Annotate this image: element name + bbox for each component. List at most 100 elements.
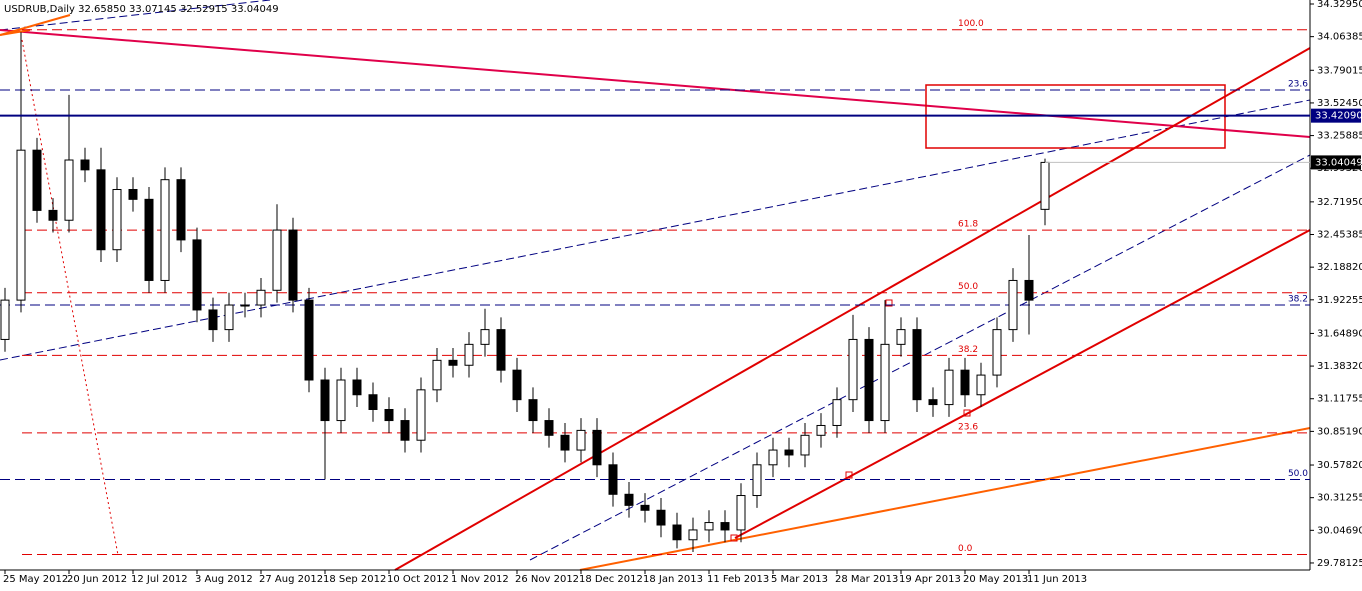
candle-body — [704, 522, 714, 531]
candle-body — [896, 329, 906, 345]
x-tick-label: 10 Oct 2012 — [387, 574, 449, 585]
candle-body — [1024, 279, 1034, 301]
point — [730, 534, 738, 542]
x-tick-label: 18 Jan 2013 — [643, 574, 703, 585]
point — [963, 409, 971, 417]
x-tick-label: 26 Nov 2012 — [515, 574, 579, 585]
fib-label: 23.6 — [958, 422, 978, 432]
candle-body — [0, 299, 10, 340]
x-tick-label: 11 Feb 2013 — [707, 574, 769, 585]
x-tick-label: 25 May 2012 — [3, 574, 68, 585]
x-tick-label: 19 Apr 2013 — [899, 574, 961, 585]
candle-body — [864, 338, 874, 422]
candle-body — [736, 495, 746, 531]
candle-body — [944, 369, 954, 406]
y-tick-label: 32.18820 — [1317, 262, 1362, 273]
candle-body — [720, 522, 730, 531]
candle-body — [880, 343, 890, 422]
price-marker — [1311, 108, 1361, 123]
candle-body — [144, 198, 154, 281]
candle-body — [400, 420, 410, 441]
candle-body — [32, 149, 42, 211]
candle-body — [64, 159, 74, 221]
fib-base-line — [21, 39, 119, 556]
fib-label: 38.2 — [958, 345, 978, 355]
candle-body — [1040, 161, 1050, 210]
candle-body — [272, 229, 282, 291]
y-tick-label: 30.57820 — [1317, 460, 1362, 471]
x-tick-label: 18 Dec 2012 — [579, 574, 643, 585]
candle-body — [16, 149, 26, 301]
candle-body — [192, 239, 202, 311]
candle-body — [528, 399, 538, 422]
point — [885, 299, 893, 307]
candle-body — [480, 329, 490, 345]
y-tick-label: 30.04690 — [1317, 525, 1362, 536]
x-tick-label: 12 Jul 2012 — [131, 574, 188, 585]
x-tick-label: 28 Mar 2013 — [835, 574, 898, 585]
candle-body — [208, 309, 218, 331]
candle-body — [848, 338, 858, 401]
candle-body — [352, 379, 362, 396]
candle-body — [752, 464, 762, 497]
candle-body — [912, 329, 922, 401]
x-tick-label: 5 Mar 2013 — [771, 574, 828, 585]
candle-body — [608, 464, 618, 495]
candle-body — [512, 369, 522, 401]
candle-body — [112, 189, 122, 251]
candle-body — [688, 529, 698, 541]
candle-body — [368, 394, 378, 410]
level-label: 50.0 — [1288, 469, 1308, 479]
candle-body — [464, 343, 474, 366]
candle-body — [768, 449, 778, 466]
y-tick-label: 29.78125 — [1317, 558, 1362, 569]
price-marker-label: 33.42090 — [1315, 111, 1362, 122]
x-tick-label: 3 Aug 2012 — [195, 574, 253, 585]
y-tick-label: 31.38320 — [1317, 361, 1362, 372]
candle-body — [48, 209, 58, 221]
candle-body — [928, 399, 938, 406]
candle-body — [816, 424, 826, 436]
point — [845, 471, 853, 479]
y-tick-label: 31.11755 — [1317, 394, 1362, 405]
fib-label: 50.0 — [958, 282, 978, 292]
candle-body — [560, 434, 570, 451]
y-tick-label: 30.85190 — [1317, 426, 1362, 437]
candle-body — [224, 304, 234, 331]
channel-line — [394, 47, 1311, 571]
candle-body — [416, 389, 426, 441]
channel-line — [734, 229, 1311, 539]
level-label: 23.6 — [1288, 79, 1308, 89]
candle-body — [544, 420, 554, 436]
candle-body — [240, 304, 250, 307]
fib-label: 61.8 — [958, 220, 978, 230]
candle-body — [160, 179, 170, 281]
candle-body — [576, 429, 586, 451]
y-tick-label: 32.45385 — [1317, 230, 1362, 241]
price-marker — [1311, 155, 1361, 170]
candle-body — [96, 169, 106, 251]
fib-label: 0.0 — [958, 544, 973, 554]
candle-body — [448, 359, 458, 366]
level-label: 38.2 — [1288, 295, 1308, 305]
trendline — [0, 29, 1311, 138]
y-tick-label: 33.52450 — [1317, 98, 1362, 109]
chart-header: USDRUB,Daily 32.65850 33.07145 32.52915 … — [4, 4, 279, 15]
fib-label: 100.0 — [958, 19, 984, 29]
candle-body — [976, 374, 986, 396]
candle-body — [992, 329, 1002, 376]
y-tick-label: 33.79015 — [1317, 65, 1362, 76]
candle-body — [80, 159, 90, 171]
y-tick-label: 34.06385 — [1317, 32, 1362, 43]
candle-body — [960, 369, 970, 396]
candle-body — [432, 359, 442, 391]
y-tick-label: 30.31255 — [1317, 493, 1362, 504]
candle-body — [672, 524, 682, 541]
x-tick-label: 27 Aug 2012 — [259, 574, 323, 585]
candle-body — [384, 408, 394, 422]
candle-body — [336, 379, 346, 422]
trendline — [0, 14, 71, 36]
candle-body — [640, 504, 650, 511]
